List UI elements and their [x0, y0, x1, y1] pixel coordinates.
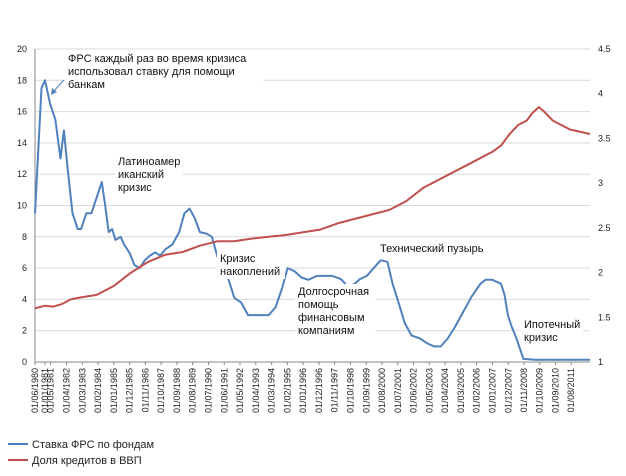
annotation-text: банкам [68, 79, 105, 91]
legend-label: Ставка ФРС по фондам [32, 439, 154, 451]
left-tick-label: 8 [22, 232, 27, 242]
x-tick-label: 01/05/2003 [424, 368, 434, 413]
x-tick-label: 01/11/1997 [330, 368, 340, 412]
x-tick-label: 01/08/2011 [566, 368, 576, 412]
x-tick-label: 01/10/1987 [156, 368, 166, 413]
series-lines [34, 79, 591, 361]
x-tick-label: 01/11/1986 [140, 368, 150, 412]
right-tick-label: 1.5 [598, 312, 611, 322]
left-tick-label: 10 [17, 201, 27, 211]
annotation-text: накоплений [220, 266, 280, 278]
x-tick-label: 01/06/2002 [409, 368, 419, 413]
x-tick-label: 01/04/1993 [251, 368, 261, 413]
annotation-backdrop [65, 51, 264, 92]
left-tick-label: 2 [22, 326, 27, 336]
left-tick-label: 14 [17, 138, 27, 148]
x-tick-label: 01/03/2005 [456, 368, 466, 413]
annotation-backdrop [115, 154, 183, 195]
x-tick-label: 01/09/1988 [172, 368, 182, 413]
x-tick-label: 01/07/2001 [393, 368, 403, 413]
left-tick-label: 6 [22, 263, 27, 273]
left-tick-label: 0 [22, 357, 27, 367]
x-tick-label: 01/06/1991 [219, 368, 229, 413]
right-tick-label: 3.5 [598, 133, 611, 143]
annotation-text: Кризис [220, 253, 256, 265]
annotation-backdrop [217, 251, 285, 279]
x-tick-label: 01/10/2009 [535, 368, 545, 413]
annotation-arrowhead [51, 88, 57, 95]
left-tick-label: 20 [17, 44, 27, 54]
annotation-arrow [52, 79, 65, 93]
annotation-text: ФРС каждый раз во время кризиса [68, 53, 247, 65]
x-tick-label: 01/04/2004 [440, 368, 450, 413]
x-tick-label: 01/02/1984 [93, 368, 103, 413]
x-tick-label: 01/09/2010 [551, 368, 561, 413]
left-tick-label: 16 [17, 107, 27, 117]
annotation-text: Долгосрочная [298, 286, 369, 298]
right-axis-ticks: 1 1.5 2 2.5 3 3.5 4 4.5 [598, 44, 611, 367]
x-tick-label: 01/03/1994 [267, 368, 277, 413]
series-line-1 [34, 79, 590, 361]
right-tick-label: 2 [598, 268, 603, 278]
x-tick-label: 01/05/1992 [235, 368, 245, 413]
annotation-backdrop [377, 241, 495, 256]
x-tick-label: 01/08/1989 [188, 368, 198, 413]
x-tick-label: 01/05/1981 [46, 368, 56, 413]
right-tick-label: 1 [598, 357, 603, 367]
x-tick-label: 01/01/2007 [487, 368, 497, 413]
annotation-text: помощь [298, 299, 339, 311]
left-tick-label: 18 [17, 75, 27, 85]
x-tick-label: 01/10/1998 [345, 368, 355, 413]
legend: Ставка ФРС по фондам Доля кредитов в ВВП [8, 439, 154, 467]
x-tick-label: 01/11/2008 [519, 368, 529, 412]
left-tick-label: 4 [22, 294, 27, 304]
x-tick-label: 01/09/1999 [361, 368, 371, 413]
annotation-text: финансовым [298, 312, 365, 324]
series-line-2 [34, 106, 591, 310]
annotation-text: кризис [524, 332, 558, 344]
x-tick-label: 01/01/1985 [109, 368, 119, 413]
annotation-text: кризис [118, 182, 152, 194]
right-tick-label: 2.5 [598, 223, 611, 233]
x-tick-label: 01/12/1985 [125, 368, 135, 413]
annotation-text: Латиноамер [118, 156, 180, 168]
annotation-text: Ипотечный [524, 319, 580, 331]
x-tick-label: 01/06/1980 [30, 368, 40, 413]
annotation-text: использовал ставку для помощи [68, 66, 235, 78]
x-tick-label: 01/02/2006 [472, 368, 482, 413]
annotation-text: Технический пузырь [380, 243, 484, 255]
x-tick-label: 01/12/2007 [503, 368, 513, 413]
annotations: ФРС каждый раз во время кризисаиспользов… [51, 51, 583, 345]
right-tick-label: 4.5 [598, 44, 611, 54]
left-tick-label: 12 [17, 169, 27, 179]
annotation-text: иканский [118, 169, 164, 181]
right-tick-label: 3 [598, 178, 603, 188]
x-tick-label: 01/08/2000 [377, 368, 387, 413]
x-tick-label: 01/01/1981 [40, 368, 50, 413]
legend-label: Доля кредитов в ВВП [32, 455, 142, 467]
x-tick-label: 01/02/1995 [282, 368, 292, 413]
x-tick-label: 01/07/1990 [203, 368, 213, 413]
annotation-backdrop [295, 284, 376, 338]
x-tick-label: 01/03/1983 [77, 368, 87, 413]
x-tick-label: 01/12/1996 [314, 368, 324, 413]
x-tick-label: 01/04/1982 [61, 368, 71, 413]
annotation-text: компаниям [298, 325, 354, 337]
annotation-backdrop [521, 317, 583, 345]
left-axis-ticks: 0 2 4 6 8 10 12 14 16 18 20 [17, 44, 27, 367]
x-tick-label: 01/01/1996 [298, 368, 308, 413]
right-tick-label: 4 [598, 89, 603, 99]
